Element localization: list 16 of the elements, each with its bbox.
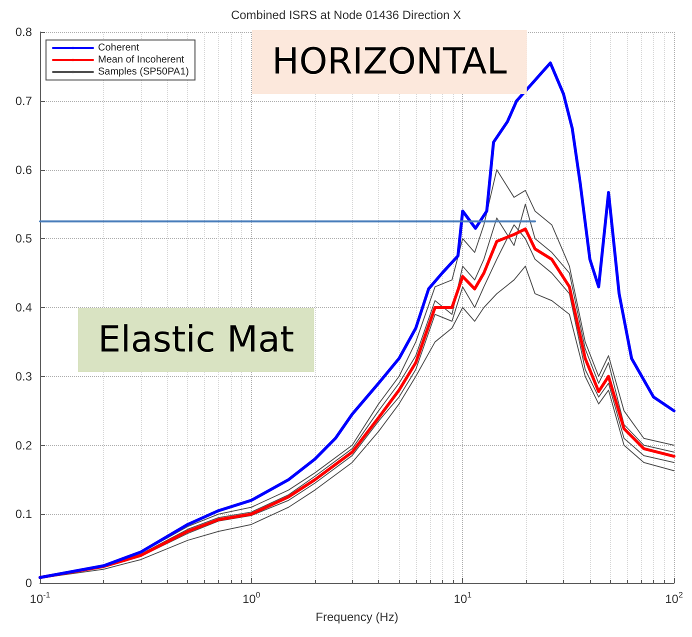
legend-label: Samples (SP50PA1) <box>98 66 189 78</box>
y-tick-label: 0 <box>25 576 32 590</box>
legend-label: Coherent <box>98 42 140 54</box>
y-tick-label: 0.7 <box>15 94 32 108</box>
x-axis-title: Frequency (Hz) <box>316 610 398 624</box>
y-tick-label: 0.3 <box>15 369 32 384</box>
chart-title: Combined ISRS at Node 01436 Direction X <box>230 8 462 22</box>
annotation: Elastic Mat <box>98 320 294 360</box>
y-tick-label: 0.8 <box>15 25 32 39</box>
y-tick-label: 0.4 <box>15 300 32 314</box>
y-tick-label: 0.6 <box>15 162 32 177</box>
legend-label: Mean of Incoherent <box>98 54 184 66</box>
y-tick-label: 0.5 <box>15 232 32 246</box>
y-tick-label: 0.2 <box>15 438 32 452</box>
annotation: HORIZONTAL <box>272 42 507 82</box>
y-tick-label: 0.1 <box>15 507 32 522</box>
